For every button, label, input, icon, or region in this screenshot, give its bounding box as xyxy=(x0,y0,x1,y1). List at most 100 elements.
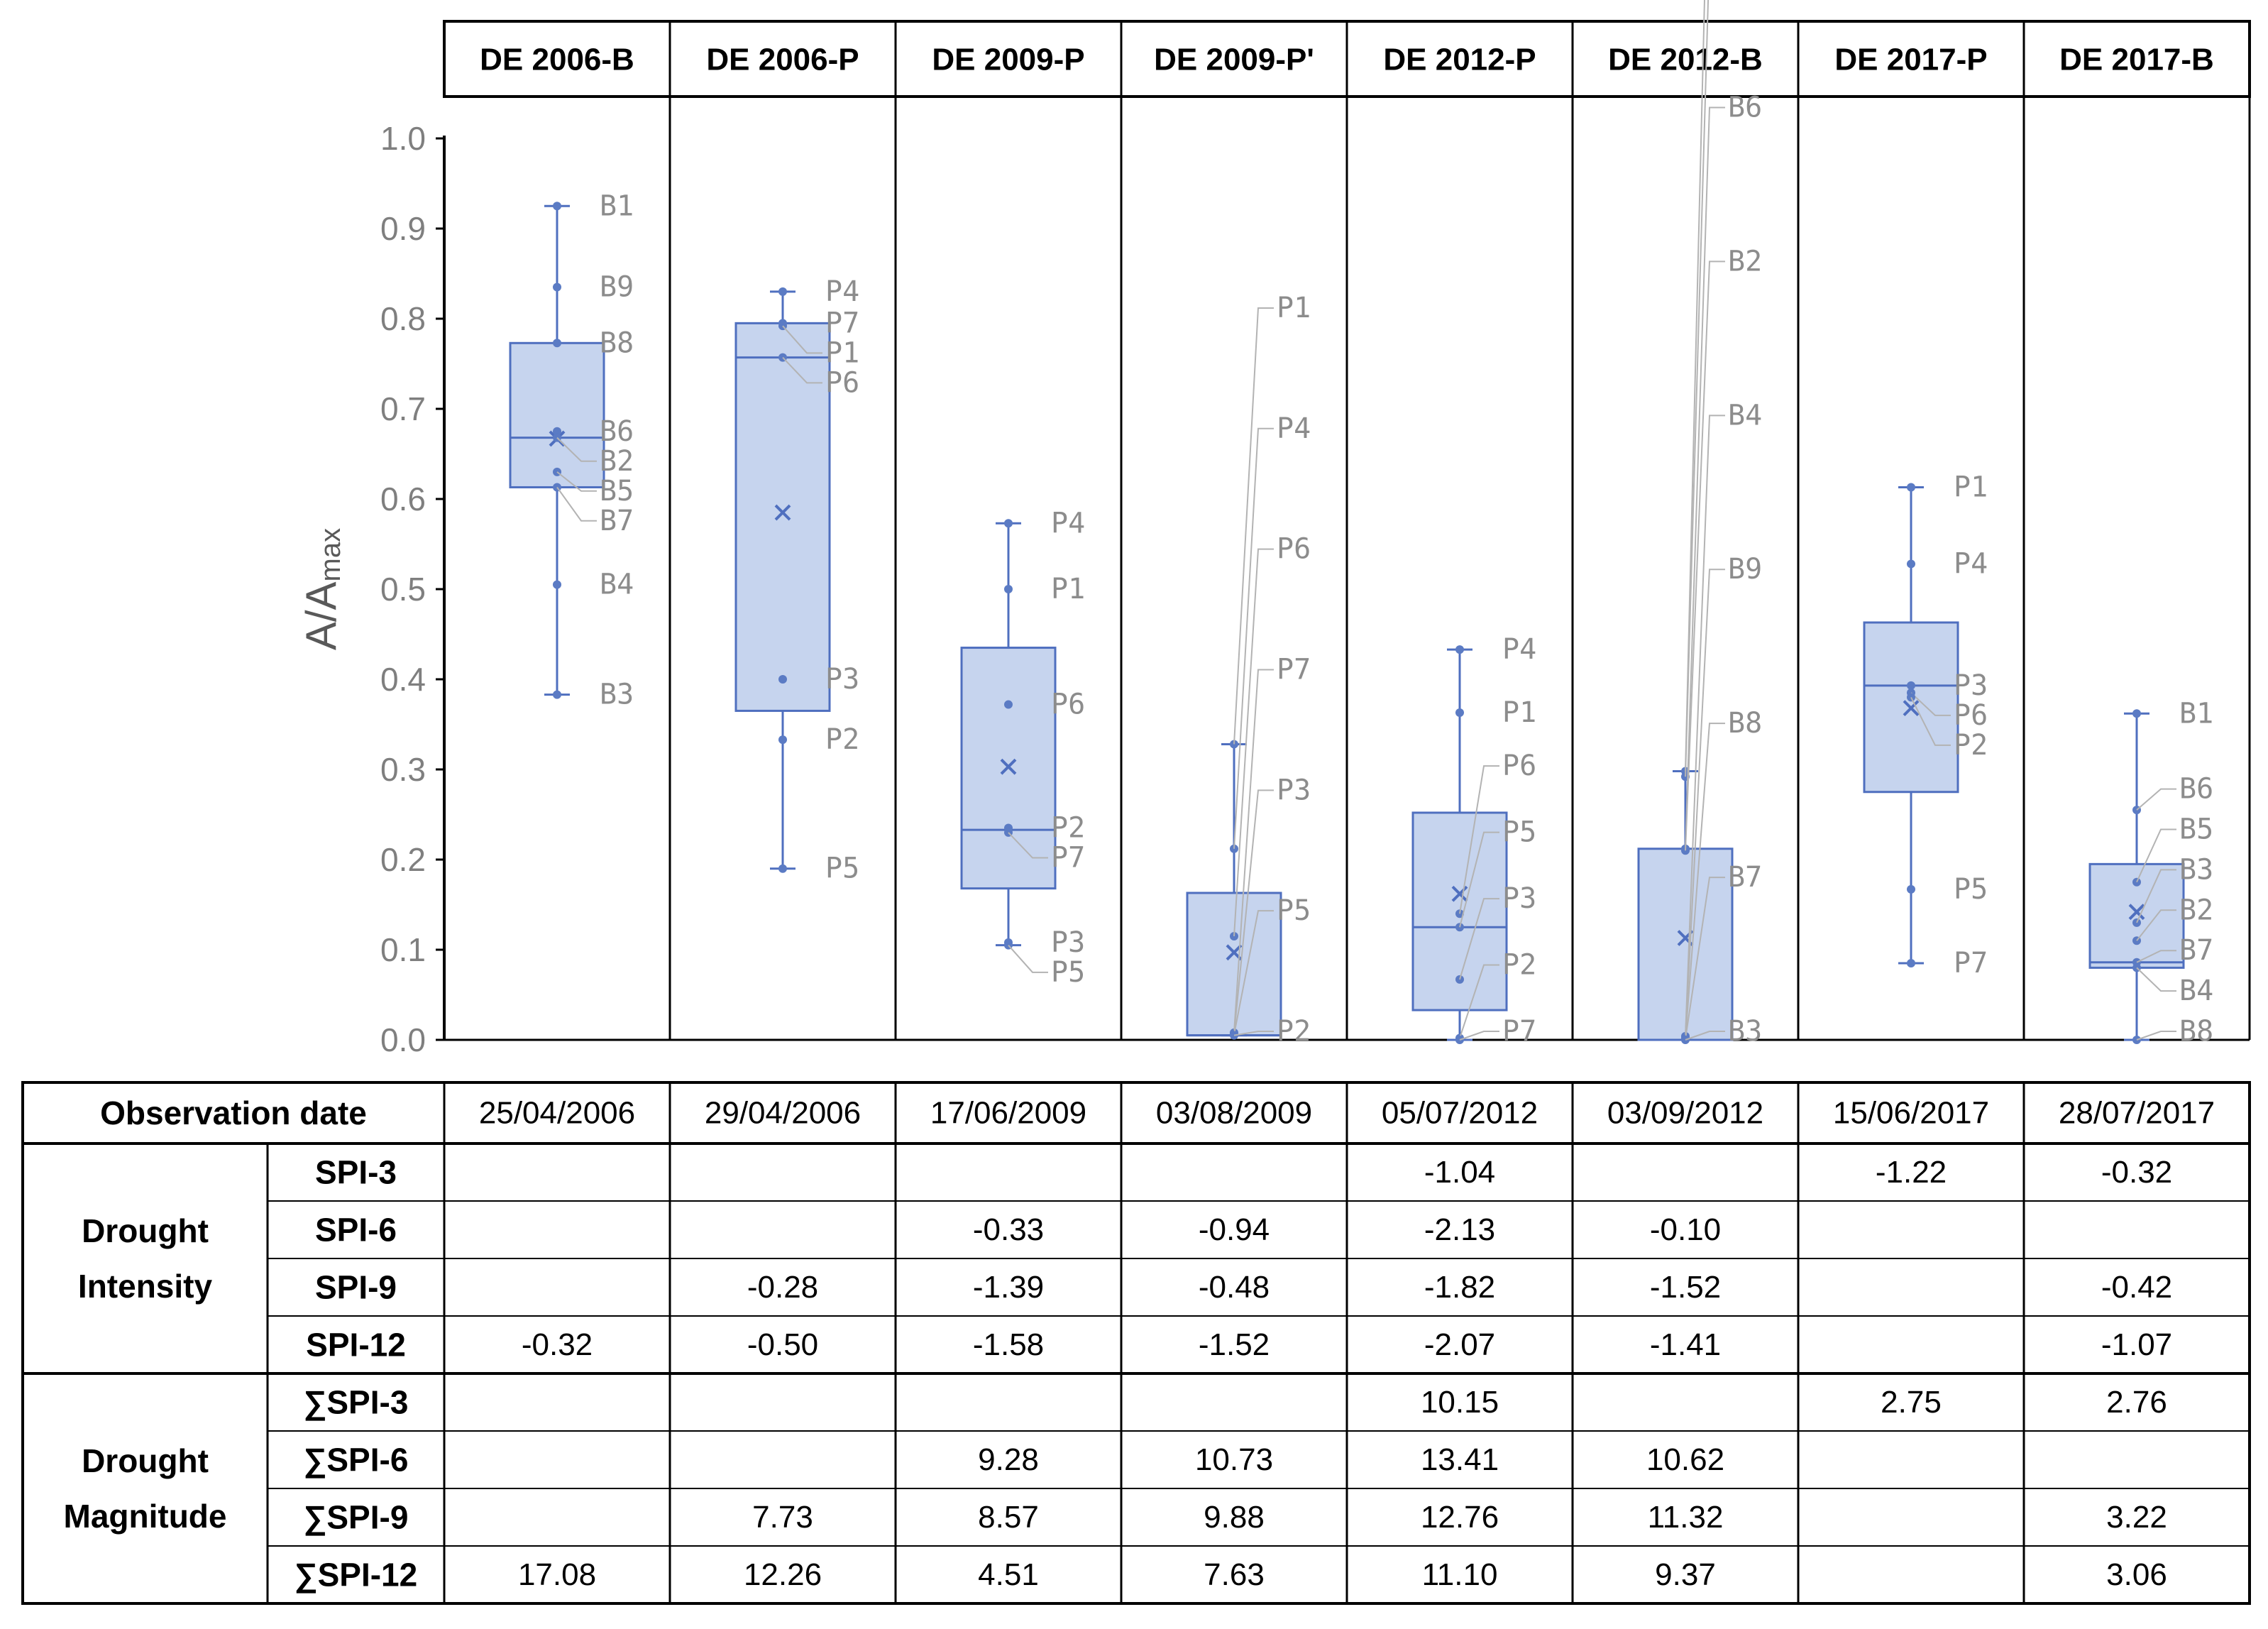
leader-line xyxy=(1685,1031,1725,1041)
leader-line xyxy=(2136,909,2176,941)
point-label: P6 xyxy=(1051,689,1085,721)
point-label: B4 xyxy=(1728,399,1762,432)
leader-line xyxy=(1910,696,1951,746)
point-label: P7 xyxy=(1051,842,1085,874)
point-label: B8 xyxy=(2179,1015,2213,1048)
point-label: P2 xyxy=(825,723,859,756)
point-label: P6 xyxy=(825,366,859,399)
plot-area: 0.0 0.1 0.2 0.3 0.4 0.5 0.6 0.7 0.8 0.9 1.0 A/Amax B… xyxy=(297,0,2251,1058)
data-point xyxy=(1907,483,1915,492)
y-axis-label-main: A/A xyxy=(297,581,345,650)
data-point xyxy=(1004,519,1013,528)
data-point xyxy=(1907,559,1915,569)
data-point xyxy=(553,580,561,589)
table-cell: 3.06 xyxy=(2106,1557,2167,1592)
table-cell: 10.15 xyxy=(1421,1385,1499,1420)
point-label: P7 xyxy=(1502,1015,1536,1048)
leader-line xyxy=(1685,260,1725,851)
point-label: P4 xyxy=(1954,547,1988,580)
table-cell: -0.33 xyxy=(973,1212,1044,1247)
table-cell: 11.32 xyxy=(1648,1500,1724,1535)
group-label: Intensity xyxy=(78,1268,213,1305)
point-label: P5 xyxy=(1051,956,1085,989)
point-label: P2 xyxy=(1277,1015,1311,1048)
point-label: P1 xyxy=(1954,471,1988,503)
header-label-1: DE 2006-B xyxy=(480,43,634,77)
leader-line xyxy=(1910,692,1951,716)
point-label: B1 xyxy=(600,190,634,222)
point-label: P2 xyxy=(1051,812,1085,845)
table-cell: 13.41 xyxy=(1421,1442,1499,1477)
table-cell: -1.04 xyxy=(1424,1155,1495,1190)
table-cell: 12.26 xyxy=(744,1557,822,1592)
leader-line xyxy=(1233,427,1274,849)
header-label-5: DE 2012-P xyxy=(1383,43,1536,77)
box-5: P4 P1 P6 P5 P3 P2 P7 xyxy=(1411,633,1536,1048)
table-frame xyxy=(21,1081,2251,1605)
leader-line xyxy=(2136,967,2176,992)
y-axis-label: A/Amax xyxy=(297,528,347,650)
point-label: B2 xyxy=(600,445,634,478)
row-label: ∑SPI-6 xyxy=(304,1442,409,1479)
y-tick-label: 0.3 xyxy=(380,751,426,788)
leader-line xyxy=(2136,788,2176,811)
group-label: Drought xyxy=(82,1212,209,1249)
table-cell: 7.63 xyxy=(1204,1557,1265,1592)
y-tick-label: 1.0 xyxy=(380,120,426,157)
row-label: SPI-3 xyxy=(315,1154,397,1191)
table-cell: 10.73 xyxy=(1195,1442,1273,1477)
leader-line xyxy=(1233,1031,1274,1036)
leader-line xyxy=(2136,950,2176,963)
data-point xyxy=(553,283,561,292)
leader-line xyxy=(1233,789,1274,1034)
point-label: P6 xyxy=(1277,533,1311,566)
y-tick-label: 0.2 xyxy=(380,841,426,878)
point-label: B7 xyxy=(600,505,634,537)
point-label: B5 xyxy=(600,475,634,508)
y-tick-label: 0.4 xyxy=(380,661,426,698)
data-point xyxy=(1455,645,1464,654)
table-cell: 2.76 xyxy=(2106,1385,2167,1420)
date-cell: 05/07/2012 xyxy=(1382,1096,1538,1131)
point-label: B2 xyxy=(2179,894,2213,926)
row-label: ∑SPI-3 xyxy=(304,1384,409,1422)
point-label: B8 xyxy=(1728,707,1762,740)
table-cell: 9.28 xyxy=(978,1442,1039,1477)
point-label: P3 xyxy=(1954,669,1988,702)
point-label: B9 xyxy=(600,271,634,304)
data-point xyxy=(1907,884,1915,894)
table-cell: -1.58 xyxy=(973,1327,1044,1362)
leader-line xyxy=(1685,723,1725,1038)
point-label: B4 xyxy=(2179,975,2213,1007)
point-label: B1 xyxy=(2179,697,2213,730)
point-label: B6 xyxy=(600,415,634,448)
point-label: B3 xyxy=(600,679,634,711)
row-label: ∑SPI-9 xyxy=(304,1499,409,1537)
leader-line xyxy=(1233,307,1274,745)
table-cell: 3.22 xyxy=(2106,1500,2167,1535)
date-cell: 03/08/2009 xyxy=(1156,1096,1312,1131)
data-point xyxy=(1907,681,1915,690)
leader-line xyxy=(1685,0,1705,772)
point-label: B9 xyxy=(1728,553,1762,586)
table-cell: -1.22 xyxy=(1876,1155,1947,1190)
data-point xyxy=(778,287,787,296)
y-tick-label: 0.8 xyxy=(380,300,426,337)
data-point xyxy=(1907,959,1915,968)
point-label: B7 xyxy=(1728,861,1762,894)
table-cell: 9.88 xyxy=(1204,1500,1265,1535)
point-label: P5 xyxy=(1277,894,1311,927)
table-cell: -1.52 xyxy=(1650,1270,1721,1305)
table-cell: 17.08 xyxy=(518,1557,596,1592)
point-label: P1 xyxy=(825,336,859,369)
category-header-row: DE 2006-B DE 2006-P DE 2009-P DE 2009-P' DE … xyxy=(443,20,2251,98)
data-point xyxy=(1004,585,1013,593)
point-label: P4 xyxy=(1277,412,1311,445)
leader-line xyxy=(1685,0,1710,777)
table-cell: -1.41 xyxy=(1650,1327,1721,1362)
leader-line xyxy=(1685,877,1725,1039)
date-cell: 28/07/2017 xyxy=(2059,1096,2215,1131)
